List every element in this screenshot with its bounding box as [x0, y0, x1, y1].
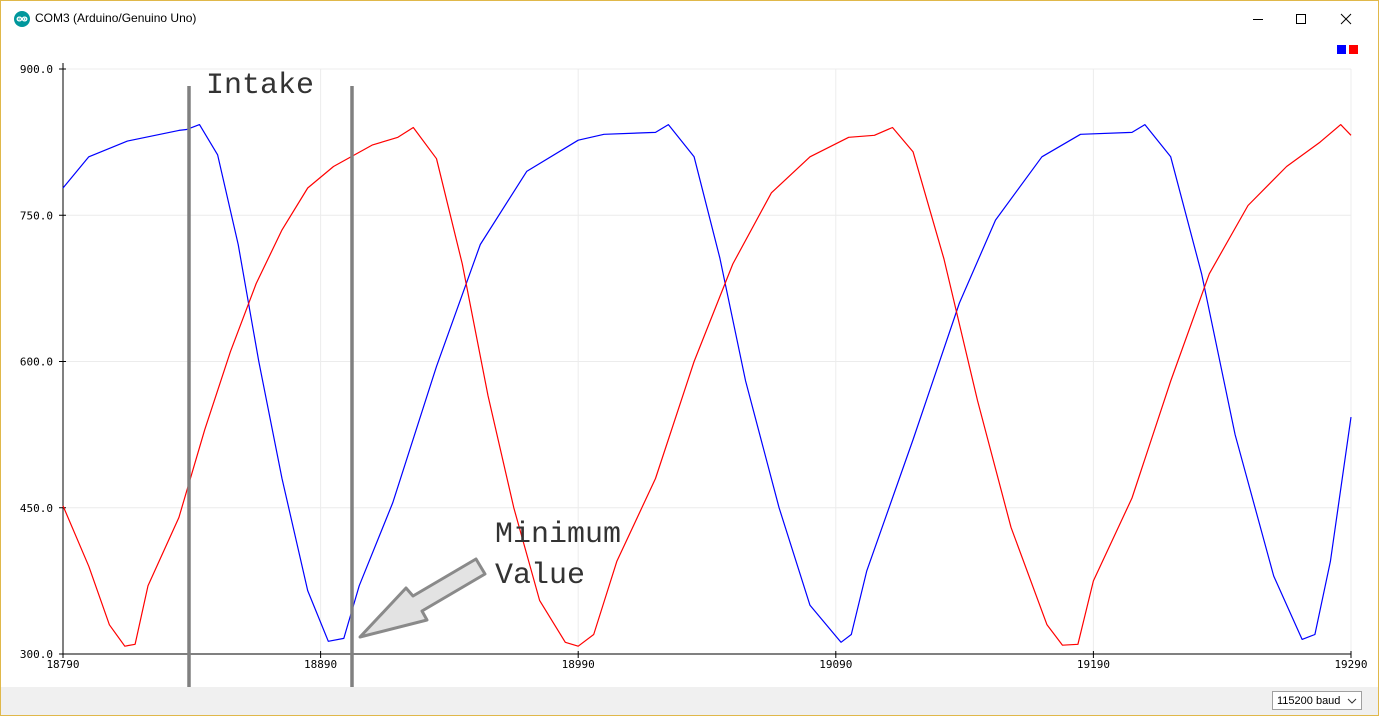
serial-plot-chart: 300.0 450.0 600.0 750.0 900.0 18790 18890 18990…: [20, 45, 1368, 687]
minimum-label-line2: Value: [495, 559, 585, 593]
maximize-icon: [1296, 14, 1306, 24]
window-title: COM3 (Arduino/Genuino Uno): [35, 11, 197, 25]
y-tick-label: 450.0: [20, 502, 53, 515]
x-tick-label: 19090: [819, 658, 852, 671]
legend: [1337, 45, 1358, 54]
minimize-icon: [1253, 19, 1263, 20]
chevron-down-icon: [1347, 698, 1357, 704]
legend-swatch-1: [1337, 45, 1346, 54]
y-tick-label: 600.0: [20, 356, 53, 369]
maximize-button[interactable]: [1278, 1, 1324, 37]
close-icon: [1340, 13, 1352, 25]
series-line-2: [62, 123, 1352, 647]
annotation-overlay: Intake Minimum Value: [187, 69, 621, 687]
grid-lines: [62, 68, 1352, 655]
baud-rate-value: 115200 baud: [1277, 694, 1341, 707]
y-tick-label: 900.0: [20, 63, 53, 76]
x-tick-label: 18990: [562, 658, 595, 671]
data-series: [62, 123, 1352, 647]
minimum-label-line1: Minimum: [495, 518, 621, 552]
x-tick-label: 18890: [304, 658, 337, 671]
title-bar[interactable]: COM3 (Arduino/Genuino Uno): [1, 1, 1378, 37]
minimum-value-arrow: [358, 557, 487, 639]
y-tick-label: 750.0: [20, 209, 53, 222]
x-tick-label: 19190: [1077, 658, 1110, 671]
status-bar: 115200 baud: [1, 687, 1378, 715]
legend-swatch-2: [1349, 45, 1358, 54]
y-tick-label: 300.0: [20, 648, 53, 661]
x-tick-label: 19290: [1334, 658, 1367, 671]
close-button[interactable]: [1323, 1, 1369, 37]
baud-rate-select[interactable]: 115200 baud: [1272, 691, 1362, 710]
minimize-button[interactable]: [1235, 1, 1281, 37]
axes: 300.0 450.0 600.0 750.0 900.0 18790 18890 18990…: [20, 63, 1368, 671]
x-tick-label: 18790: [46, 658, 79, 671]
series-line-1: [62, 123, 1352, 643]
intake-label: Intake: [206, 69, 314, 103]
arduino-logo-icon: [14, 11, 30, 27]
